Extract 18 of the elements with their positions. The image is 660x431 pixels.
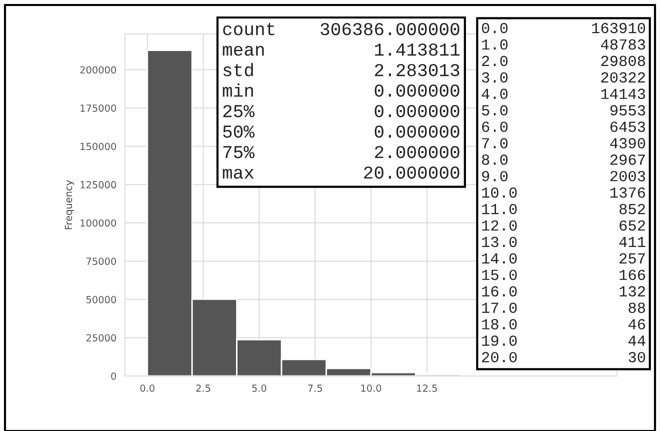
annotation: count 306386.000000 mean 1.413811 std 2.283013 min 0.000000 25% 0.000000 50% 0.000000 75% 2.000000 max 20.000000 (222, 23, 460, 179)
y-tick-label: 175000 (80, 104, 116, 112)
x-tick-label: 10.0 (361, 384, 382, 392)
y-tick-label: 75000 (86, 258, 116, 265)
y-tick-label: 200000 (80, 66, 116, 74)
x-tick-label: 2.5 (196, 384, 210, 392)
y-tick-label: 100000 (80, 219, 116, 227)
x-tick-label: 12.5 (417, 384, 437, 392)
x-tick-label: 5.0 (252, 384, 266, 392)
x-tick-label: 0.0 (140, 384, 154, 392)
y-tick-label: 125000 (80, 181, 116, 188)
y-tick-label: 25000 (86, 334, 116, 342)
y-axis-title: Frequency (64, 180, 74, 230)
y-tick-label: 50000 (86, 296, 116, 304)
text: 0.0 163910 1.0 48783 2.0 29808 3.0 20322 4.0 14143 5.0 9553 6.0 6453 7.0 4390 8.0 2967 9.0 2003 10.0 1376 11.0 852 12.0 652 13.0 411 14.0 257 15.0 166 16.0 132 17.0 88 18.0 46 19.0 44 20.0 30 (482, 22, 646, 362)
x-tick-label: 7.5 (308, 384, 322, 392)
y-tick-label: 0 (111, 372, 116, 380)
y-tick-label: 150000 (80, 142, 116, 150)
